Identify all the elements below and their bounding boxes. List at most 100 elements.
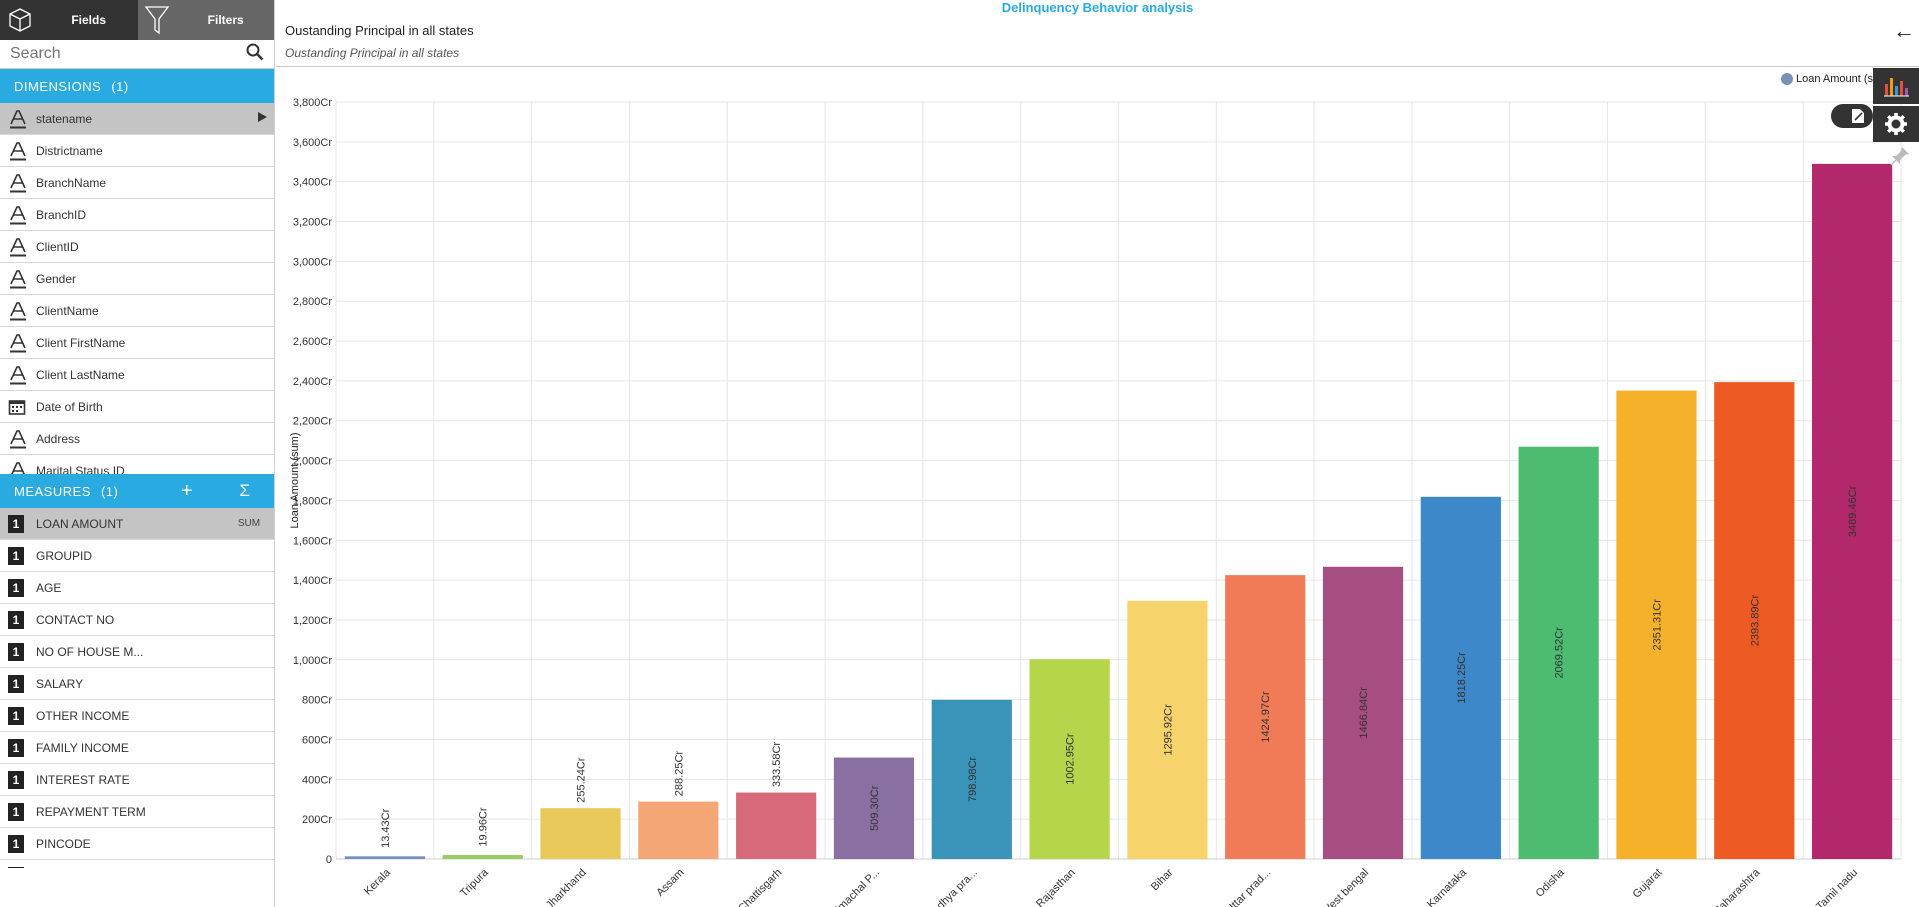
bar-data-label: 1002.95Cr	[1065, 733, 1077, 785]
cube-logo-icon[interactable]	[0, 0, 40, 40]
measure-label: CONTACT NO	[36, 612, 115, 627]
chart-title: Oustanding Principal in all states	[285, 23, 474, 38]
measure-label: AGE	[36, 580, 62, 595]
x-tick-label: Odisha	[1534, 866, 1568, 900]
measure-item[interactable]: 1 LOAN AMOUNT SUM	[0, 508, 274, 540]
dimensions-count: (1)	[111, 78, 129, 94]
dimension-item[interactable]: Address	[0, 423, 274, 455]
bar[interactable]	[540, 808, 621, 859]
measure-item[interactable]: 1 PINCODE	[0, 828, 274, 860]
bar[interactable]	[736, 792, 817, 859]
text-type-icon	[8, 429, 36, 449]
numeric-type-icon: 1	[8, 578, 24, 597]
measure-item[interactable]: 1 SALARY	[0, 668, 274, 700]
dashboard-title: Delinquency Behavior analysis	[1001, 0, 1194, 15]
text-type-icon	[8, 237, 36, 257]
bar[interactable]	[1616, 390, 1697, 859]
bar[interactable]	[1127, 600, 1208, 859]
dimension-item[interactable]: statename	[0, 103, 274, 135]
fields-sidebar: Fields Filters DIMENSIONS (1) statename D…	[0, 0, 275, 907]
measure-item[interactable]: 1 OTHER INCOME	[0, 700, 274, 732]
dimension-label: Date of Birth	[36, 399, 103, 414]
x-tick-label: Karnataka	[1425, 866, 1470, 907]
bar[interactable]	[442, 855, 523, 859]
bar-data-label: 255.24Cr	[576, 757, 588, 803]
measure-label: OTHER INCOME	[36, 708, 130, 723]
bar[interactable]	[931, 699, 1012, 859]
measures-count: (1)	[100, 483, 119, 499]
measure-item[interactable]: 1 GROUPID	[0, 540, 274, 572]
dimension-item[interactable]: Marital Status ID	[0, 455, 274, 474]
bar-data-label: 13.43Cr	[380, 808, 392, 847]
bar[interactable]	[1322, 566, 1404, 859]
text-type-icon	[8, 461, 36, 474]
bar-data-label: 509.30Cr	[869, 785, 881, 831]
search-input[interactable]	[10, 45, 246, 63]
text-type-icon	[8, 141, 36, 161]
dimension-item[interactable]: BranchID	[0, 199, 274, 231]
search-icon[interactable]	[246, 43, 264, 66]
dimension-label: BranchName	[36, 175, 107, 190]
measure-label: REPAYMENT TERM	[36, 804, 146, 819]
measure-label: FAMILY INCOME	[36, 740, 129, 755]
y-tick-label: 1,200Cr	[293, 615, 332, 627]
bar[interactable]	[638, 801, 719, 859]
pin-icon[interactable]	[1890, 146, 1910, 166]
text-type-icon	[8, 173, 36, 193]
dimension-item[interactable]: BranchName	[0, 167, 274, 199]
dimension-item[interactable]: ClientID	[0, 231, 274, 263]
bar[interactable]	[344, 856, 426, 859]
dimension-item[interactable]: Gender	[0, 263, 274, 295]
y-tick-label: 800Cr	[302, 695, 332, 707]
gear-icon[interactable]	[1873, 106, 1919, 142]
bar-data-label: 288.25Cr	[673, 751, 685, 797]
measure-item[interactable]: 1 REPAYMENT TERM	[0, 796, 274, 828]
y-tick-label: 2,600Cr	[293, 336, 332, 348]
measure-item[interactable]: 1 NO OF HOUSE M...	[0, 636, 274, 668]
dimension-item[interactable]: Client LastName	[0, 359, 274, 391]
back-arrow-icon[interactable]: ←	[1893, 18, 1915, 43]
bar[interactable]	[1029, 659, 1110, 859]
y-tick-label: 3,000Cr	[293, 256, 332, 268]
text-type-icon	[8, 333, 36, 353]
x-tick-label: Madhya pra...	[924, 867, 980, 907]
measure-item[interactable]: 1 FAMILY INCOME	[0, 732, 274, 764]
chart-legend[interactable]: Loan Amount (sum)	[1781, 73, 1919, 85]
dimension-label: Districtname	[36, 143, 103, 158]
bar[interactable]	[1811, 163, 1893, 859]
measure-item[interactable]: 1 AGE	[0, 572, 274, 604]
tab-fields[interactable]: Fields	[39, 0, 138, 40]
bar[interactable]	[833, 757, 915, 859]
chart-subtitle: Oustanding Principal in all states	[285, 46, 460, 60]
measure-item[interactable]: 1 INTEREST RATE	[0, 764, 274, 796]
add-measure-button[interactable]: +	[180, 479, 194, 502]
title-divider	[276, 66, 1919, 67]
sidebar-topbar: Fields Filters	[0, 0, 274, 40]
edit-toggle[interactable]	[1831, 104, 1873, 128]
dimension-item[interactable]: Date of Birth	[0, 391, 274, 423]
dimension-item[interactable]: Client FirstName	[0, 327, 274, 359]
numeric-type-icon: 1	[8, 514, 24, 533]
bar[interactable]	[1420, 496, 1501, 859]
measures-header[interactable]: MEASURES (1) + Σ	[0, 474, 274, 508]
dimension-item[interactable]: ClientName	[0, 295, 274, 327]
bar[interactable]	[1714, 382, 1795, 859]
bar[interactable]	[1225, 575, 1306, 859]
x-tick-label: Chattisgarh	[736, 867, 784, 907]
dimension-label: Client LastName	[36, 367, 125, 382]
aggregation-badge[interactable]: SUM	[237, 518, 261, 529]
expand-arrow-icon[interactable]	[250, 112, 274, 125]
bar[interactable]	[1518, 446, 1599, 859]
text-type-icon	[8, 205, 36, 225]
dimensions-header[interactable]: DIMENSIONS (1)	[0, 69, 274, 103]
measures-title: MEASURES	[14, 483, 91, 499]
funnel-icon[interactable]	[137, 0, 178, 40]
sigma-icon[interactable]: Σ	[239, 481, 251, 500]
y-tick-label: 2,800Cr	[293, 296, 332, 308]
tab-filters[interactable]: Filters	[177, 0, 274, 40]
dimension-item[interactable]: Districtname	[0, 135, 274, 167]
measure-item[interactable]: 1 CONTACT NO	[0, 604, 274, 636]
chart-type-icon[interactable]	[1873, 68, 1919, 104]
chart-panel: Delinquency Behavior analysis Oustanding…	[276, 0, 1919, 907]
